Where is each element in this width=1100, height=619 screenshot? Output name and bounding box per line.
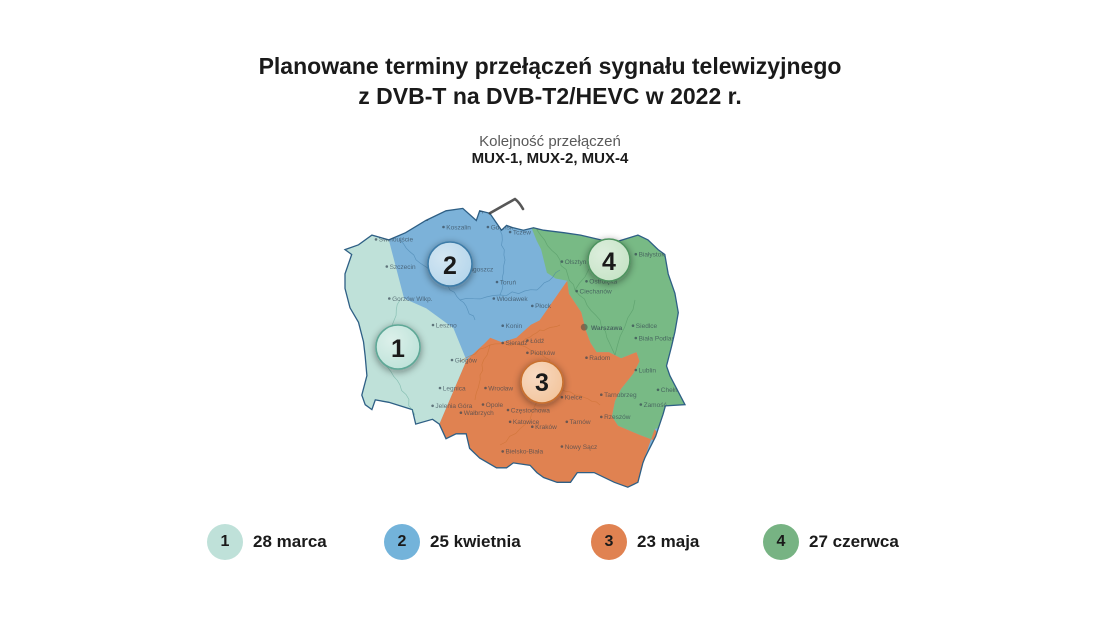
svg-text:Toruń: Toruń	[500, 279, 517, 286]
svg-text:1: 1	[391, 335, 405, 363]
svg-text:Biała Podlaska: Biała Podlaska	[639, 335, 682, 342]
svg-text:Zamość: Zamość	[644, 402, 668, 409]
svg-text:Tarnów: Tarnów	[570, 419, 591, 426]
svg-text:Tarnobrzeg: Tarnobrzeg	[604, 392, 637, 399]
svg-text:Łódź: Łódź	[530, 338, 544, 345]
svg-text:Koszalin: Koszalin	[446, 224, 471, 231]
svg-text:Kielce: Kielce	[565, 395, 583, 402]
svg-text:Tczew: Tczew	[513, 229, 531, 236]
svg-text:Ustka: Ustka	[452, 196, 469, 203]
svg-text:Opole: Opole	[486, 402, 504, 409]
svg-text:Głogów: Głogów	[455, 357, 477, 364]
svg-text:Białystok: Białystok	[639, 252, 666, 259]
svg-text:Leszno: Leszno	[436, 322, 457, 329]
svg-text:Gdańsk: Gdańsk	[491, 224, 514, 231]
svg-text:Lublin: Lublin	[639, 367, 657, 374]
svg-text:2: 2	[443, 252, 457, 280]
svg-text:Włocławek: Włocławek	[497, 296, 529, 303]
svg-text:Gorzów Wlkp.: Gorzów Wlkp.	[392, 296, 433, 303]
svg-text:Siedlce: Siedlce	[636, 323, 658, 330]
svg-text:Wałbrzych: Wałbrzych	[464, 410, 494, 417]
svg-text:Sieradz: Sieradz	[506, 340, 528, 347]
svg-text:Bielsko-Biała: Bielsko-Biała	[506, 449, 544, 456]
svg-text:Legnica: Legnica	[443, 385, 466, 392]
svg-text:Ciechanów: Ciechanów	[580, 288, 612, 295]
svg-text:Wrocław: Wrocław	[488, 385, 513, 392]
svg-text:Rzeszów: Rzeszów	[604, 414, 631, 421]
svg-text:Częstochowa: Częstochowa	[511, 407, 550, 414]
svg-text:Olsztyn: Olsztyn	[565, 259, 587, 266]
svg-text:Sopot: Sopot	[506, 207, 523, 214]
svg-text:Radom: Radom	[589, 355, 610, 362]
svg-text:Warszawa: Warszawa	[591, 325, 623, 332]
svg-text:Szczecin: Szczecin	[390, 264, 416, 271]
svg-text:Kraków: Kraków	[535, 424, 557, 431]
svg-text:3: 3	[535, 369, 549, 397]
svg-text:Płock: Płock	[535, 303, 552, 310]
svg-text:Nowy Sącz: Nowy Sącz	[565, 444, 598, 451]
svg-text:Konin: Konin	[506, 323, 523, 330]
svg-text:Piotrków: Piotrków	[530, 350, 555, 357]
svg-text:4: 4	[602, 248, 616, 276]
